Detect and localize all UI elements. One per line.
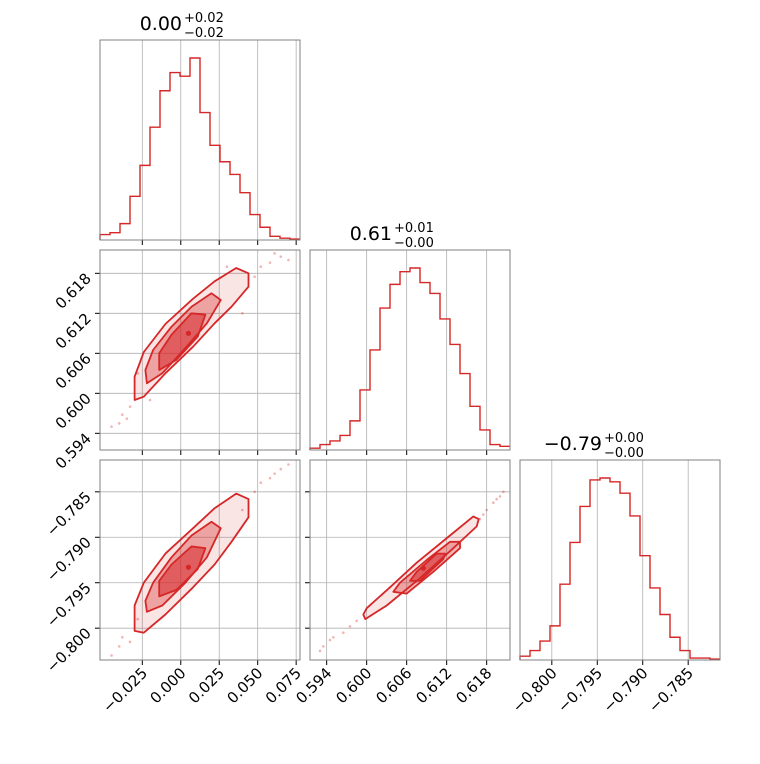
hist-param-2-title-sub: −0.00	[394, 236, 434, 251]
hist-param-3-xtick-label: −0.795	[554, 664, 606, 716]
corner-3-vs-2-xtick-label: 0.594	[292, 664, 335, 707]
corner-2-vs-1-contour-level-3	[158, 312, 207, 371]
hist-param-1-title-sup: +0.02	[184, 11, 224, 26]
corner-2-vs-1-scatter-point	[273, 252, 276, 255]
corner-3-vs-1-scatter-point	[110, 654, 113, 657]
corner-3-vs-1-scatter-point	[117, 645, 121, 648]
corner-3-vs-2-scatter-point	[502, 490, 505, 494]
corner-3-vs-2-xtick-label: 0.618	[452, 664, 495, 707]
corner-3-vs-1-scatter-point	[121, 635, 124, 639]
corner-3-vs-2-xtick-label: 0.612	[412, 664, 455, 707]
corner-3-vs-2-xtick-label: 0.600	[332, 664, 375, 707]
hist-param-2-frame	[309, 249, 511, 451]
corner-3-vs-1-scatter-point	[128, 640, 132, 644]
hist-param-3-title-sub: −0.00	[604, 446, 644, 461]
corner-3-vs-2-scatter-point	[492, 501, 495, 505]
corner-2-vs-1-scatter-point	[279, 255, 283, 258]
hist-param-3-xtick-label: −0.790	[600, 664, 652, 716]
corner-3-vs-1-ytick-label: −0.790	[43, 533, 95, 585]
corner-3-vs-1-contour-level-3	[158, 545, 207, 598]
corner-2-vs-1-center-point	[185, 330, 192, 336]
hist-param-3-xtick-label: −0.800	[509, 664, 561, 716]
corner-3-vs-2-scatter-point	[322, 645, 325, 648]
corner-3-vs-2-frame	[309, 459, 511, 661]
hist-param-2-step	[309, 267, 510, 450]
corner-2-vs-1-ytick-label: 0.618	[52, 269, 95, 312]
corner-3-vs-1-ytick-label: −0.800	[43, 624, 95, 676]
corner-3-vs-1-scatter-point	[241, 508, 244, 512]
corner-2-vs-1-ytick-label: 0.606	[52, 349, 95, 392]
corner-2-vs-1-scatter-point	[148, 398, 152, 402]
corner-2-vs-1-scatter-point	[128, 405, 132, 408]
hist-param-3-title-sup: +0.00	[604, 431, 644, 446]
corner-2-vs-1-scatter-point	[121, 413, 124, 416]
corner-3-vs-1-ytick-label: −0.795	[43, 579, 95, 631]
corner-3-vs-2-scatter-point	[482, 513, 485, 516]
hist-param-3-title: −0.79	[544, 433, 602, 455]
corner-2-vs-1-scatter-point	[253, 275, 256, 278]
corner-2-vs-1-scatter-point	[225, 265, 229, 268]
corner-3-vs-1-xtick-label: −0.025	[99, 664, 151, 716]
corner-3-vs-2-xtick-label: 0.606	[372, 664, 415, 707]
corner-3-vs-2-center-point	[420, 565, 426, 571]
hist-param-1-title: 0.00	[140, 13, 182, 35]
corner-2-vs-1-ytick-label: 0.612	[52, 309, 95, 352]
corner-3-vs-2-scatter-point	[342, 631, 345, 635]
corner-3-vs-1-center-point	[185, 564, 192, 570]
corner-3-vs-1-scatter-point	[279, 467, 283, 471]
corner-3-vs-1-scatter-point	[273, 472, 276, 475]
corner-3-vs-2-scatter-point	[498, 495, 502, 498]
corner-3-vs-1-xtick-label: 0.000	[146, 664, 189, 707]
corner-2-vs-1-scatter-point	[110, 425, 113, 428]
hist-param-3-step	[519, 477, 720, 660]
corner-3-vs-2-scatter-point	[495, 497, 498, 501]
corner-3-vs-2-scatter-point	[355, 619, 358, 623]
corner-3-vs-1-scatter-point	[268, 476, 272, 480]
corner-3-vs-2-scatter-point	[318, 649, 322, 653]
hist-param-1-title-sub: −0.02	[184, 26, 224, 41]
corner-2-vs-1-scatter-point	[268, 261, 272, 264]
corner-2-vs-1-scatter-point	[241, 312, 244, 315]
corner-2-vs-1-frame	[99, 249, 301, 451]
corner-2-vs-1-scatter-point	[125, 417, 129, 420]
hist-param-1-step	[99, 57, 300, 240]
hist-param-3-frame	[519, 459, 721, 661]
corner-3-vs-1-scatter-point	[253, 490, 256, 494]
corner-2-vs-1-scatter-point	[259, 265, 263, 268]
corner-2-vs-1-scatter-point	[287, 258, 290, 262]
corner-3-vs-1-scatter-point	[259, 481, 263, 485]
corner-3-vs-2-scatter-point	[485, 508, 488, 512]
corner-3-vs-1-xtick-label: 0.025	[185, 664, 228, 707]
hist-param-2-title: 0.61	[350, 223, 392, 245]
corner-3-vs-2-scatter-point	[328, 638, 332, 642]
corner-2-vs-1-ytick-label: 0.600	[52, 389, 95, 432]
corner-3-vs-1-xtick-label: 0.050	[223, 664, 266, 707]
corner-2-vs-1-scatter-point	[117, 422, 121, 425]
corner-2-vs-1-ytick-label: 0.594	[52, 429, 95, 472]
corner-3-vs-1-frame	[99, 459, 301, 661]
hist-param-3-xtick-label: −0.785	[645, 664, 697, 716]
corner-3-vs-1-scatter-point	[136, 617, 139, 621]
corner-3-vs-1-ytick-label: −0.785	[43, 488, 95, 540]
corner-3-vs-2-scatter-point	[332, 635, 335, 639]
hist-param-1-frame	[99, 39, 301, 241]
hist-param-2-title-sup: +0.01	[394, 221, 434, 236]
corner-3-vs-1-scatter-point	[287, 463, 290, 466]
corner-3-vs-2-contour-level-3	[409, 552, 447, 582]
corner-3-vs-2-scatter-point	[348, 625, 352, 628]
